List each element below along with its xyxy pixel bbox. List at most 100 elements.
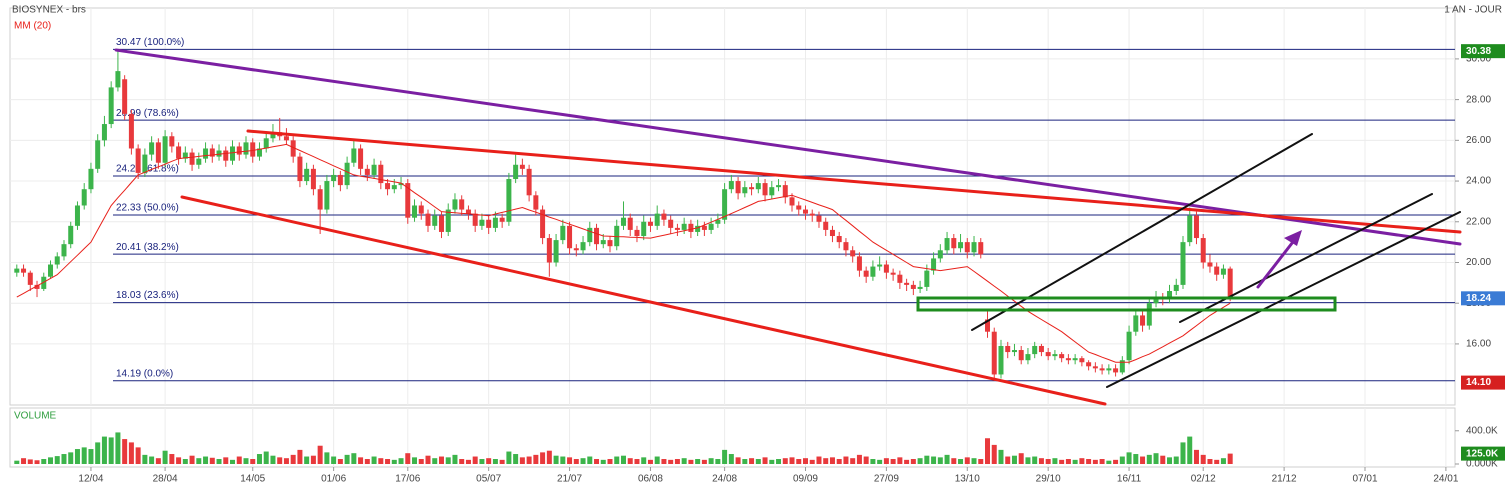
fib-label: 30.47 (100.0%) <box>116 37 184 48</box>
volume-bar <box>1119 456 1125 464</box>
candle-body <box>459 199 465 210</box>
candle-body <box>1018 350 1024 361</box>
volume-bar <box>958 459 964 464</box>
candle-body <box>567 225 573 249</box>
candle-body <box>41 276 47 289</box>
candle-body <box>14 268 20 273</box>
volume-bar <box>971 458 977 464</box>
volume-bar <box>776 459 782 464</box>
volume-bar <box>553 455 559 464</box>
candle-body <box>573 248 579 251</box>
x-tick-label: 28/04 <box>153 474 178 485</box>
volume-bar <box>331 456 337 464</box>
volume-bar <box>452 454 458 464</box>
candle-body <box>641 221 647 237</box>
candle-body <box>337 174 343 186</box>
volume-bar <box>991 444 997 464</box>
candle-body <box>1200 238 1206 263</box>
x-tick-label: 17/06 <box>395 474 420 485</box>
volume-bar <box>654 456 660 464</box>
period: 1 AN - JOUR <box>1444 5 1502 16</box>
candle-body <box>452 199 458 210</box>
candle-body <box>904 282 910 285</box>
candle-body <box>782 185 788 198</box>
volume-bar <box>600 459 606 464</box>
candle-body <box>681 223 687 230</box>
price-marker-label: 14.10 <box>1466 377 1491 388</box>
volume-bar <box>735 457 741 464</box>
candle-body <box>1180 242 1186 285</box>
volume-bar <box>1214 459 1220 464</box>
candle-body <box>1119 360 1125 373</box>
volume-bar <box>742 459 748 464</box>
volume-bar <box>809 459 815 464</box>
volume-bar <box>270 455 276 464</box>
candle-body <box>1153 297 1159 304</box>
volume-bar <box>904 459 910 464</box>
volume-bar <box>540 452 546 464</box>
candle-body <box>607 240 613 247</box>
candle-body <box>978 242 984 255</box>
candle-body <box>88 168 94 190</box>
candle-body <box>162 136 168 163</box>
volume-bar <box>634 459 640 464</box>
candle-body <box>196 158 202 165</box>
volume-bar <box>74 449 80 464</box>
candle-body <box>209 148 215 157</box>
volume-bar <box>1126 452 1132 464</box>
candle-body <box>1113 368 1119 373</box>
volume-bar <box>546 450 552 464</box>
candle-body <box>176 146 182 159</box>
volume-bar <box>472 456 478 464</box>
volume-bar <box>378 458 384 464</box>
volume-bar <box>256 454 262 464</box>
candle-body <box>560 225 566 241</box>
volume-bar <box>1106 460 1112 464</box>
volume-bar <box>277 457 283 464</box>
y-tick-label: 30.00 <box>1466 54 1491 65</box>
fib-label: 26.99 (78.6%) <box>116 108 179 119</box>
candle-body <box>856 256 862 271</box>
candle-body <box>1214 266 1220 275</box>
volume-bar <box>506 451 512 464</box>
candle-body <box>385 183 391 190</box>
candle-body <box>27 272 33 285</box>
candle-body <box>364 168 370 175</box>
candle-body <box>587 227 593 243</box>
candle-body <box>418 205 424 214</box>
volume-bar <box>1193 449 1199 464</box>
candle-body <box>776 185 782 188</box>
volume-bar <box>68 452 74 464</box>
volume-bar <box>1018 453 1024 464</box>
candle-body <box>324 181 330 210</box>
candle-body <box>54 256 60 265</box>
volume-bar <box>533 454 539 464</box>
y-tick-label: 26.00 <box>1466 135 1491 146</box>
volume-bar <box>182 459 188 464</box>
volume-bar <box>850 458 856 464</box>
candle-body <box>513 164 519 180</box>
candle-body <box>351 148 357 163</box>
volume-bar <box>1140 456 1146 464</box>
candle-body <box>924 270 930 287</box>
candle-body <box>1011 350 1017 353</box>
volume-bar <box>829 457 835 464</box>
candle-body <box>371 164 377 175</box>
candle-body <box>290 140 296 157</box>
volume-bar <box>412 457 418 464</box>
candle-body <box>890 272 896 275</box>
volume-bar <box>88 449 94 464</box>
candle-body <box>297 156 303 182</box>
volume-bar <box>580 458 586 464</box>
candle-body <box>391 185 397 190</box>
volume-bar <box>358 457 364 464</box>
volume-bar <box>216 459 222 464</box>
candle-body <box>1092 366 1098 369</box>
y-tick-label: 20.00 <box>1466 257 1491 268</box>
candle-body <box>843 242 849 251</box>
volume-bar <box>594 459 600 464</box>
candle-body <box>937 250 943 259</box>
volume-bar <box>364 459 370 464</box>
